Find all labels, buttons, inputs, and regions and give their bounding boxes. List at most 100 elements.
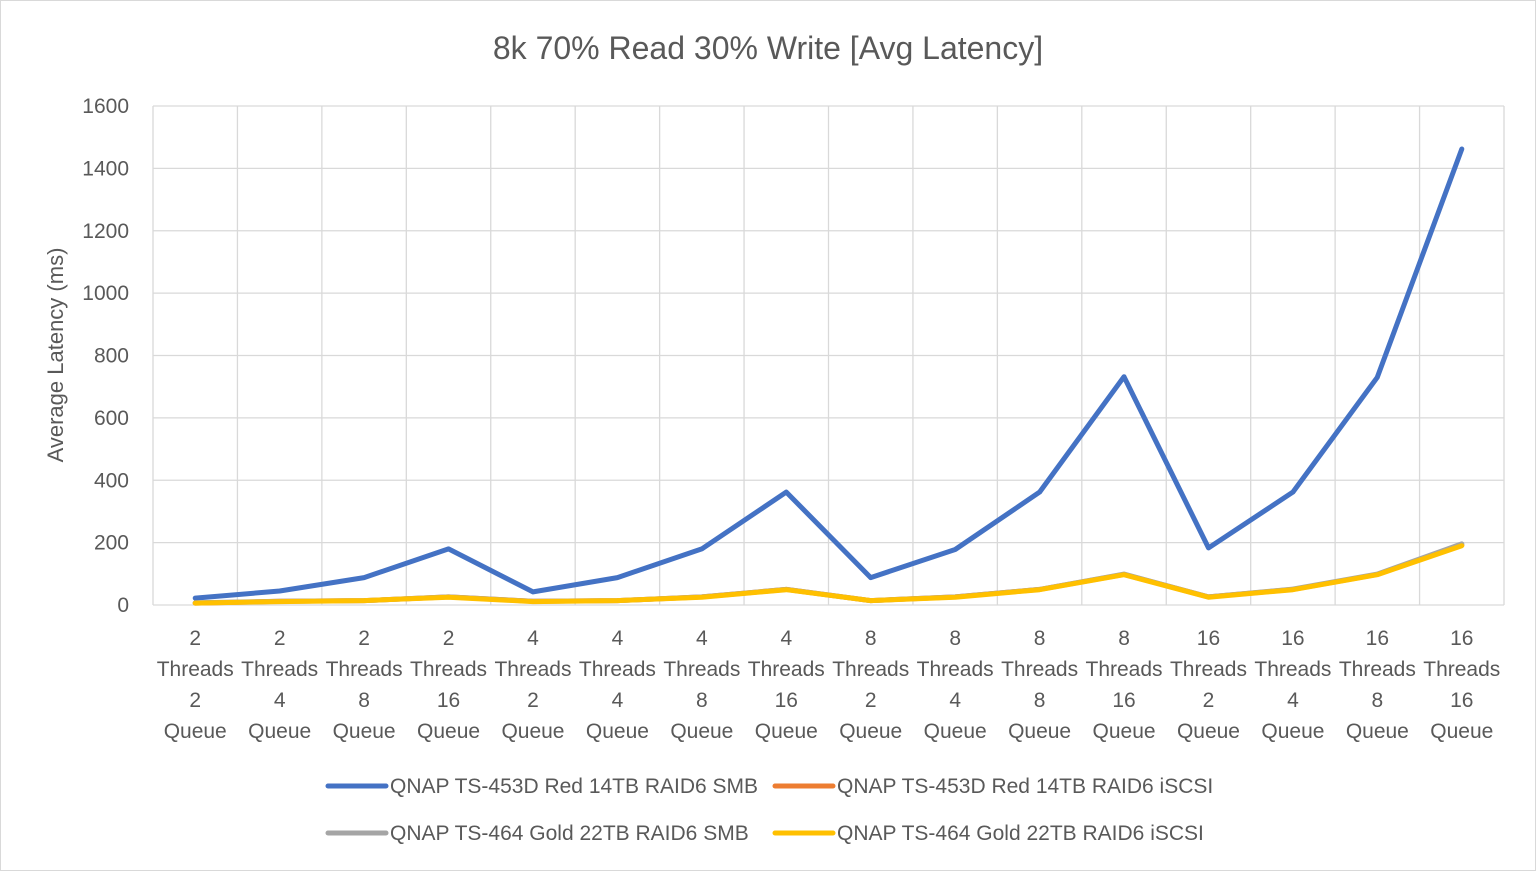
legend-item: QNAP TS-464 Gold 22TB RAID6 iSCSI <box>772 822 1204 845</box>
chart-title: 8k 70% Read 30% Write [Avg Latency] <box>493 30 1043 66</box>
y-tick-label: 1200 <box>82 220 129 243</box>
x-tick-label-line: 2 <box>189 689 201 712</box>
data-point <box>1290 489 1296 495</box>
x-tick-label-line: 4 <box>274 689 286 712</box>
x-tick-label-line: 4 <box>949 689 961 712</box>
x-tick-label-line: Queue <box>839 720 902 743</box>
y-tick-label: 1600 <box>82 95 129 118</box>
x-tick-label-line: 8 <box>949 627 961 650</box>
x-tick-label-line: 2 <box>274 627 286 650</box>
y-tick-label: 600 <box>94 407 129 430</box>
y-axis-ticks: 0 200 400 600 800 1000 1200 1400 1600 <box>82 95 129 617</box>
x-axis-ticks: 2 Threads 2 Queue 2 Threads 4 Queue 2 Threads 8 Que… <box>157 627 1501 743</box>
x-tick-label: 16 Threads 16 Queue <box>1423 627 1500 743</box>
data-point <box>446 546 451 552</box>
x-tick-label: 16 Threads 4 Queue <box>1254 627 1331 743</box>
x-tick-label-line: Threads <box>1001 658 1078 681</box>
x-tick-label: 2 Threads 4 Queue <box>241 627 318 743</box>
x-tick-label-line: 2 <box>1203 689 1215 712</box>
x-tick-label-line: 2 <box>443 627 455 650</box>
x-tick-label-line: Queue <box>1008 720 1071 743</box>
series-line-4 <box>192 543 1465 606</box>
data-point <box>1290 587 1296 592</box>
legend-label: QNAP TS-464 Gold 22TB RAID6 iSCSI <box>837 822 1204 845</box>
x-tick-label-line: 8 <box>358 689 370 712</box>
series-line-1 <box>192 146 1465 601</box>
x-tick-label-line: Queue <box>501 720 564 743</box>
data-point <box>784 489 789 495</box>
y-tick-label: 0 <box>117 594 129 617</box>
x-tick-label-line: Threads <box>663 658 740 681</box>
x-tick-label-line: 8 <box>696 689 708 712</box>
x-tick-label: 2 Threads 16 Queue <box>410 627 487 743</box>
x-tick-label-line: 16 <box>1450 627 1473 650</box>
x-tick-label-line: 16 <box>1197 627 1220 650</box>
x-tick-label: 2 Threads 8 Queue <box>326 627 403 743</box>
data-point <box>1375 572 1380 577</box>
x-tick-label-line: Threads <box>241 658 318 681</box>
x-tick-label-line: Queue <box>670 720 733 743</box>
data-point <box>952 547 958 552</box>
data-point <box>1121 374 1127 379</box>
data-point <box>1459 146 1464 152</box>
x-tick-label-line: Queue <box>1093 720 1156 743</box>
x-tick-label-line: 16 <box>1450 689 1473 712</box>
x-tick-label-line: 16 <box>775 689 798 712</box>
data-point <box>1375 375 1380 380</box>
x-tick-label-line: Queue <box>333 720 396 743</box>
x-tick-label: 4 Threads 16 Queue <box>748 627 825 743</box>
x-tick-label-line: 16 <box>1366 627 1389 650</box>
x-tick-label-line: Threads <box>494 658 571 681</box>
data-point <box>277 599 282 604</box>
x-tick-label-line: 2 <box>189 627 201 650</box>
x-tick-label: 2 Threads 2 Queue <box>157 627 234 743</box>
x-tick-label-line: 8 <box>1372 689 1384 712</box>
x-tick-label: 16 Threads 2 Queue <box>1170 627 1247 743</box>
x-tick-label-line: 8 <box>1034 689 1046 712</box>
legend-item: QNAP TS-453D Red 14TB RAID6 SMB <box>325 775 758 798</box>
data-point <box>868 575 873 580</box>
x-tick-label-line: Threads <box>1423 658 1500 681</box>
legend-label: QNAP TS-453D Red 14TB RAID6 SMB <box>390 775 758 798</box>
data-point <box>1206 595 1211 600</box>
x-tick-label-line: Queue <box>1430 720 1493 743</box>
data-point <box>699 546 705 552</box>
x-tick-label-line: 2 <box>358 627 370 650</box>
x-tick-label-line: Threads <box>157 658 234 681</box>
y-tick-label: 800 <box>94 345 129 368</box>
y-tick-label: 400 <box>94 469 129 492</box>
x-tick-label: 8 Threads 8 Queue <box>1001 627 1078 743</box>
data-point <box>615 575 620 580</box>
x-tick-label-line: 4 <box>1287 689 1299 712</box>
x-tick-label-line: Threads <box>579 658 656 681</box>
x-tick-label: 4 Threads 2 Queue <box>494 627 571 743</box>
x-tick-label-line: Threads <box>917 658 994 681</box>
x-tick-label-line: Threads <box>1254 658 1331 681</box>
x-tick-label-line: 8 <box>1034 627 1046 650</box>
x-tick-label-line: Queue <box>586 720 649 743</box>
x-tick-label-line: Queue <box>1177 720 1240 743</box>
x-tick-label-line: Threads <box>410 658 487 681</box>
x-tick-label-line: Queue <box>755 720 818 743</box>
x-tick-label-line: Threads <box>832 658 909 681</box>
data-point <box>193 595 198 601</box>
data-point <box>530 589 536 595</box>
y-tick-label: 200 <box>94 532 129 555</box>
x-tick-label-line: 16 <box>437 689 460 712</box>
data-point <box>1459 543 1464 548</box>
x-tick-label-line: 4 <box>612 689 624 712</box>
x-tick-label: 4 Threads 4 Queue <box>579 627 656 743</box>
data-point <box>615 598 620 603</box>
legend: QNAP TS-453D Red 14TB RAID6 SMB QNAP TS-4… <box>325 775 1213 845</box>
data-point <box>530 599 536 604</box>
x-tick-label-line: 2 <box>865 689 877 712</box>
x-tick-label-line: 2 <box>527 689 539 712</box>
x-tick-label-line: 4 <box>696 627 708 650</box>
x-tick-label-line: Queue <box>924 720 987 743</box>
x-tick-label-line: Threads <box>1086 658 1163 681</box>
x-tick-label-line: Queue <box>1261 720 1324 743</box>
data-point <box>868 598 873 603</box>
data-point <box>277 588 282 594</box>
x-tick-label-line: Threads <box>1170 658 1247 681</box>
